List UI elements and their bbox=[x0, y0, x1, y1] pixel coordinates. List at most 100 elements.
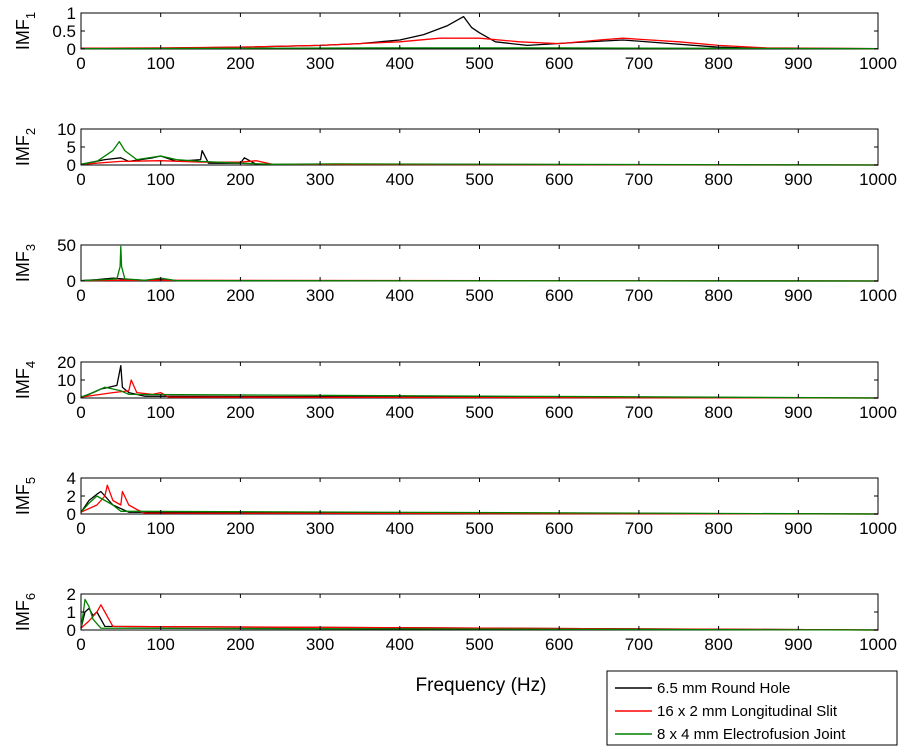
axes-box bbox=[80, 12, 879, 50]
x-tick-label: 1000 bbox=[859, 403, 897, 422]
x-tick-label: 900 bbox=[784, 170, 812, 189]
y-axis-label: IMF6 bbox=[13, 593, 38, 631]
x-tick-label: 900 bbox=[784, 635, 812, 654]
y-tick-label: 20 bbox=[57, 353, 76, 372]
x-tick-label: 1000 bbox=[859, 286, 897, 305]
y-tick-label: 2 bbox=[67, 487, 76, 506]
x-tick-label: 100 bbox=[147, 403, 175, 422]
y-tick-label: 0 bbox=[67, 272, 76, 291]
x-tick-label: 300 bbox=[306, 286, 334, 305]
x-tick-label: 900 bbox=[784, 54, 812, 73]
axes-box bbox=[80, 593, 879, 631]
y-tick-label: 0 bbox=[67, 389, 76, 408]
series-line-3 bbox=[80, 245, 879, 282]
y-axis-label-subscript: 6 bbox=[23, 593, 38, 600]
x-tick-label: 200 bbox=[226, 635, 254, 654]
series-line-2 bbox=[80, 604, 879, 631]
x-tick-label: 900 bbox=[784, 403, 812, 422]
y-tick-label: 0 bbox=[67, 156, 76, 175]
x-tick-label: 600 bbox=[545, 286, 573, 305]
x-tick-label: 500 bbox=[465, 54, 493, 73]
axes-box bbox=[80, 361, 879, 399]
imf-panel-5: 0 100 200 300 400 500 600 700 800 900 1000 024 IMF5 bbox=[13, 469, 897, 538]
legend: 6.5 mm Round Hole 16 x 2 mm Longitudinal … bbox=[606, 670, 898, 746]
x-tick-label: 300 bbox=[306, 403, 334, 422]
x-tick-label: 400 bbox=[386, 170, 414, 189]
y-tick-label: 1 bbox=[67, 603, 76, 622]
x-tick-label: 700 bbox=[625, 403, 653, 422]
legend-label-1: 6.5 mm Round Hole bbox=[657, 680, 790, 697]
y-axis-label: IMF3 bbox=[13, 244, 38, 282]
x-tick-label: 300 bbox=[306, 54, 334, 73]
x-tick-label: 400 bbox=[386, 286, 414, 305]
imf-panel-1: 0 100 200 300 400 500 600 700 800 900 100000.51IMF… bbox=[13, 4, 897, 73]
x-tick-label: 300 bbox=[306, 519, 334, 538]
y-axis-label-subscript: 3 bbox=[23, 244, 38, 251]
x-tick-label: 500 bbox=[465, 286, 493, 305]
y-tick-label: 10 bbox=[57, 120, 76, 139]
x-tick-label: 100 bbox=[147, 286, 175, 305]
x-tick-label: 100 bbox=[147, 170, 175, 189]
x-tick-label: 700 bbox=[625, 170, 653, 189]
x-tick-label: 0 bbox=[76, 54, 85, 73]
x-tick-label: 100 bbox=[147, 519, 175, 538]
x-tick-label: 800 bbox=[704, 635, 732, 654]
x-tick-label: 1000 bbox=[859, 519, 897, 538]
y-axis-label-subscript: 5 bbox=[23, 477, 38, 484]
x-tick-label: 700 bbox=[625, 635, 653, 654]
x-tick-label: 600 bbox=[545, 403, 573, 422]
x-tick-label: 700 bbox=[625, 54, 653, 73]
series-line-3 bbox=[80, 386, 879, 399]
x-tick-label: 300 bbox=[306, 635, 334, 654]
y-tick-label: 10 bbox=[57, 371, 76, 390]
series-line-1 bbox=[80, 149, 879, 166]
x-tick-label: 0 bbox=[76, 286, 85, 305]
y-axis-label: IMF1 bbox=[13, 12, 38, 50]
x-tick-label: 500 bbox=[465, 170, 493, 189]
imf-panel-3: 0 100 200 300 400 500 600 700 800 900 1000 0 50 IMF3 bbox=[13, 236, 897, 305]
x-tick-label: 500 bbox=[465, 635, 493, 654]
imf-panels: 0 100 200 300 400 500 600 700 800 900 100000.51IMF… bbox=[13, 4, 897, 654]
legend-box bbox=[606, 670, 898, 746]
x-tick-label: 1000 bbox=[859, 170, 897, 189]
legend-label-3: 8 x 4 mm Electrofusion Joint bbox=[657, 726, 846, 743]
x-axis-label: Frequency (Hz) bbox=[416, 675, 547, 696]
axes-box bbox=[80, 128, 879, 166]
y-axis-label: IMF5 bbox=[13, 477, 38, 515]
axes-box bbox=[80, 477, 879, 515]
x-tick-label: 800 bbox=[704, 403, 732, 422]
legend-label-2: 16 x 2 mm Longitudinal Slit bbox=[657, 703, 838, 720]
y-tick-label: 0 bbox=[67, 621, 76, 640]
y-axis-label-subscript: 2 bbox=[23, 128, 38, 135]
y-tick-label: 2 bbox=[67, 585, 76, 604]
x-tick-label: 200 bbox=[226, 519, 254, 538]
y-tick-label: 0.5 bbox=[52, 22, 76, 41]
x-tick-label: 200 bbox=[226, 403, 254, 422]
series-line-2 bbox=[80, 379, 879, 399]
x-tick-label: 0 bbox=[76, 635, 85, 654]
x-tick-label: 800 bbox=[704, 286, 732, 305]
x-tick-label: 700 bbox=[625, 286, 653, 305]
x-tick-label: 900 bbox=[784, 286, 812, 305]
imf-panel-6: 0 100 200 300 400 500 600 700 800 900 1000 012 IMF6 bbox=[13, 585, 897, 654]
x-tick-label: 600 bbox=[545, 170, 573, 189]
x-tick-label: 1000 bbox=[859, 635, 897, 654]
x-tick-label: 200 bbox=[226, 286, 254, 305]
x-tick-label: 500 bbox=[465, 519, 493, 538]
x-tick-label: 300 bbox=[306, 170, 334, 189]
x-tick-label: 500 bbox=[465, 403, 493, 422]
y-axis-label: IMF2 bbox=[13, 128, 38, 166]
x-tick-label: 200 bbox=[226, 170, 254, 189]
x-tick-label: 0 bbox=[76, 403, 85, 422]
x-tick-label: 400 bbox=[386, 635, 414, 654]
y-tick-label: 5 bbox=[67, 138, 76, 157]
x-tick-label: 1000 bbox=[859, 54, 897, 73]
y-axis-label-subscript: 1 bbox=[23, 12, 38, 19]
series-line-3 bbox=[80, 140, 879, 166]
x-tick-label: 800 bbox=[704, 54, 732, 73]
x-tick-label: 400 bbox=[386, 403, 414, 422]
x-tick-label: 200 bbox=[226, 54, 254, 73]
